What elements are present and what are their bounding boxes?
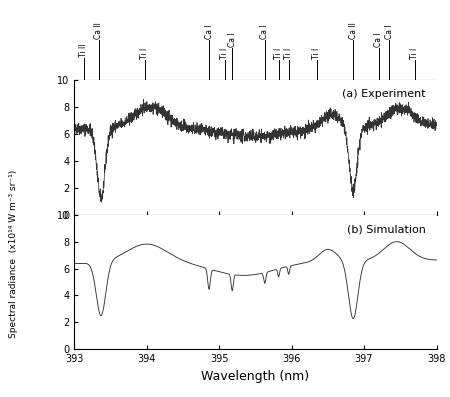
Text: Ca I: Ca I — [228, 33, 237, 47]
Text: Ti I: Ti I — [140, 48, 149, 59]
Text: Ca I: Ca I — [260, 25, 269, 39]
Text: Ca I: Ca I — [374, 33, 383, 47]
Text: Spectral radiance  (x10¹⁴ W m⁻³ sr⁻¹): Spectral radiance (x10¹⁴ W m⁻³ sr⁻¹) — [9, 170, 18, 338]
Text: Ca I: Ca I — [385, 25, 394, 39]
Text: Ti I: Ti I — [220, 48, 230, 59]
Text: Ti I: Ti I — [410, 48, 419, 59]
X-axis label: Wavelength (nm): Wavelength (nm) — [201, 370, 310, 383]
Text: (b) Simulation: (b) Simulation — [347, 224, 426, 234]
Text: Ti I: Ti I — [284, 48, 293, 59]
Text: (a) Experiment: (a) Experiment — [342, 89, 426, 100]
Text: Ca I: Ca I — [204, 25, 213, 39]
Text: Ti II: Ti II — [79, 43, 88, 57]
Text: Ti I: Ti I — [274, 48, 283, 59]
Text: Ca II: Ca II — [349, 22, 358, 39]
Text: Ti I: Ti I — [312, 48, 321, 59]
Text: Ca II: Ca II — [94, 22, 104, 39]
